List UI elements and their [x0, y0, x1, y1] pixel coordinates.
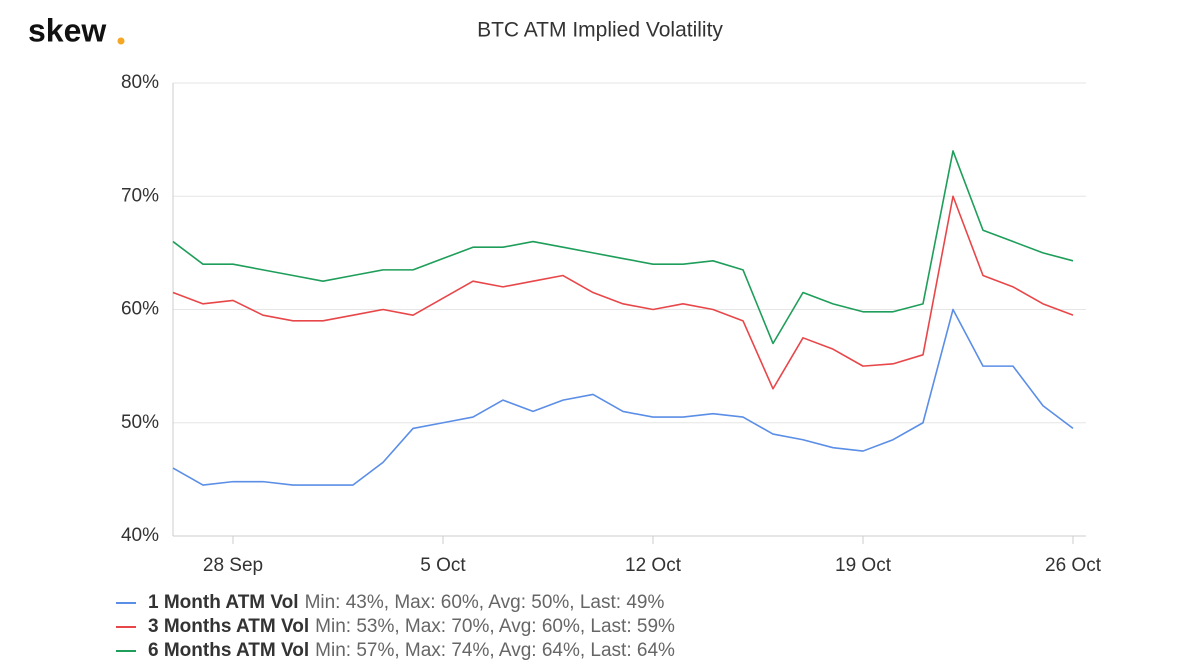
- y-tick-label: 60%: [121, 299, 159, 320]
- series-line: [172, 308, 1074, 486]
- y-tick-label: 70%: [121, 185, 159, 206]
- x-tick-label: 5 Oct: [420, 555, 466, 576]
- series-line: [172, 150, 1074, 345]
- legend-stats: Min: 53%, Max: 70%, Avg: 60%, Last: 59%: [315, 616, 675, 637]
- x-tick-label: 26 Oct: [1045, 555, 1102, 576]
- series-line: [172, 195, 1074, 390]
- legend-name: 3 Months ATM Vol: [148, 616, 309, 637]
- x-tick-label: 19 Oct: [835, 555, 892, 576]
- brand-logo: skew: [28, 12, 106, 48]
- legend-entry: 3 Months ATM Vol Min: 53%, Max: 70%, Avg:…: [148, 616, 675, 637]
- legend-entry: 6 Months ATM Vol Min: 57%, Max: 74%, Avg:…: [148, 640, 675, 661]
- y-tick-label: 40%: [121, 525, 159, 546]
- y-tick-label: 50%: [121, 412, 159, 433]
- x-tick-label: 28 Sep: [203, 555, 263, 576]
- legend-stats: Min: 43%, Max: 60%, Avg: 50%, Last: 49%: [305, 592, 665, 613]
- brand-dot: [117, 37, 125, 45]
- legend-name: 6 Months ATM Vol: [148, 640, 309, 661]
- y-tick-label: 80%: [121, 72, 159, 93]
- legend-entry: 1 Month ATM Vol Min: 43%, Max: 60%, Avg: …: [148, 592, 664, 613]
- legend-stats: Min: 57%, Max: 74%, Avg: 64%, Last: 64%: [315, 640, 675, 661]
- x-tick-label: 12 Oct: [625, 555, 682, 576]
- chart-title: BTC ATM Implied Volatility: [477, 19, 723, 42]
- legend-name: 1 Month ATM Vol: [148, 592, 299, 613]
